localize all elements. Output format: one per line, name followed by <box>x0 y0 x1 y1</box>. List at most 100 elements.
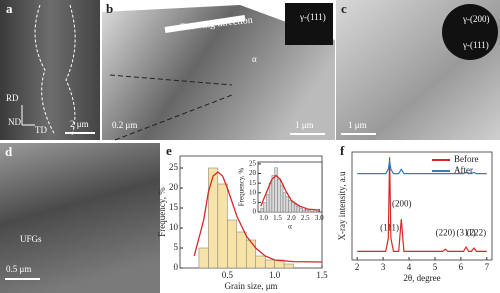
x-axis-label: Grain size, μm <box>224 281 277 291</box>
legend-label: After <box>454 165 473 175</box>
micrograph-b <box>102 5 335 140</box>
histogram-bar <box>277 179 281 213</box>
scale-label: 1 μm <box>295 120 314 130</box>
x-tick-label: 1.5 <box>316 270 328 280</box>
histogram-bar <box>293 204 298 213</box>
histogram-bar <box>255 255 266 269</box>
fit-line <box>260 174 320 211</box>
y-axis-label: Frequency, % <box>238 168 246 207</box>
ufg-label: UFGs <box>20 234 42 244</box>
saed-inset <box>442 4 498 60</box>
histogram-bar <box>302 209 306 213</box>
plot-frame <box>351 151 493 261</box>
histogram-bar <box>260 207 264 213</box>
y-tick-label: 15 <box>169 202 179 212</box>
alpha-label: α <box>252 54 257 64</box>
micrograph-a <box>0 0 100 140</box>
x-tick-label: 1.0 <box>259 214 268 222</box>
y-tick-label: 20 <box>249 169 257 177</box>
x-tick-label: 6 <box>459 262 464 272</box>
saed-label: γ-(111) <box>462 40 489 50</box>
histogram-bar <box>307 209 312 213</box>
legend-label: Before <box>454 154 479 164</box>
fit-line <box>357 157 487 252</box>
panel-label: b <box>106 1 113 16</box>
x-tick-label: 1.5 <box>273 214 282 222</box>
y-tick-label: 0 <box>253 208 257 216</box>
x-tick-label: 2 <box>355 262 360 272</box>
panel-label: e <box>166 143 172 158</box>
y-tick-label: 20 <box>169 182 179 192</box>
scale-label: 0.5 μm <box>6 264 31 274</box>
histogram-bar <box>288 200 292 213</box>
histogram-bar <box>282 192 287 213</box>
axes-icon <box>21 105 35 126</box>
x-axis-label: α <box>288 222 292 230</box>
histogram-bar <box>198 247 209 269</box>
panel-label: f <box>340 143 345 158</box>
micrograph-d <box>0 143 160 293</box>
histogram-bar <box>271 175 275 213</box>
peak-label: (222) <box>467 228 487 238</box>
x-tick-label: 5 <box>433 262 438 272</box>
y-tick-label: 5 <box>174 242 179 252</box>
direction-arrow <box>164 15 246 33</box>
scale-label: 0.2 μm <box>112 120 137 130</box>
histogram-bar <box>285 196 289 213</box>
peak-label: (111) <box>380 222 399 232</box>
histogram-bar <box>291 202 295 213</box>
panel-label: a <box>6 1 13 16</box>
saed-label: γ-(200) <box>462 14 489 24</box>
axis-rd: RD <box>6 93 19 103</box>
histogram-bar <box>280 184 284 213</box>
y-tick-label: 5 <box>253 198 257 206</box>
axis-nd: ND <box>8 117 21 127</box>
histogram-bar <box>299 207 303 213</box>
histogram-bar <box>263 202 267 213</box>
y-axis-label: Frequency, % <box>157 187 167 237</box>
panel-label: c <box>341 1 347 16</box>
x-tick-label: 2.0 <box>287 214 296 222</box>
histogram-bar <box>266 194 270 213</box>
histogram-bar <box>236 231 247 269</box>
boundary <box>34 4 76 136</box>
x-tick-label: 3 <box>381 262 386 272</box>
histogram-bar <box>227 219 238 269</box>
saed-label: γ-(111) <box>299 12 326 22</box>
histogram-bar <box>305 209 309 213</box>
peak-label: (200) <box>392 199 412 209</box>
y-tick-label: 10 <box>249 188 257 196</box>
y-tick-label: 10 <box>169 222 179 232</box>
y-tick-label: 15 <box>249 179 257 187</box>
y-tick-label: 0 <box>174 262 179 272</box>
histogram-bar <box>268 182 273 213</box>
fit-line <box>357 160 487 175</box>
x-tick-label: 1.0 <box>269 270 281 280</box>
histogram-bar <box>264 259 275 269</box>
scale-label: 1 μm <box>348 120 367 130</box>
x-tick-label: 4 <box>407 262 412 272</box>
histogram-bar <box>274 167 278 213</box>
histogram-bar <box>283 263 294 269</box>
scale-label: 2 μm <box>70 119 89 129</box>
peak-label: (311) <box>456 228 475 238</box>
x-tick-label: 0.5 <box>222 270 234 280</box>
y-tick-label: 25 <box>249 160 257 168</box>
x-tick-label: 3.0 <box>315 214 324 222</box>
saed-inset <box>285 3 333 45</box>
x-tick-label: 2.5 <box>301 214 310 222</box>
histogram-bar <box>246 239 256 269</box>
fit-line <box>193 171 323 263</box>
histogram-bar <box>208 167 219 269</box>
axis-td: TD <box>35 125 47 135</box>
peak-label: (220) <box>436 228 456 238</box>
x-axis-label: 2θ, degree <box>403 273 440 283</box>
panel-label: d <box>5 144 13 159</box>
zoom-guide <box>109 74 233 141</box>
histogram-bar <box>217 183 228 269</box>
histogram-bar <box>296 205 300 213</box>
x-tick-label: 7 <box>485 262 490 272</box>
y-tick-label: 25 <box>169 162 179 172</box>
y-axis-label: X-ray intensity, a.u <box>337 171 347 240</box>
